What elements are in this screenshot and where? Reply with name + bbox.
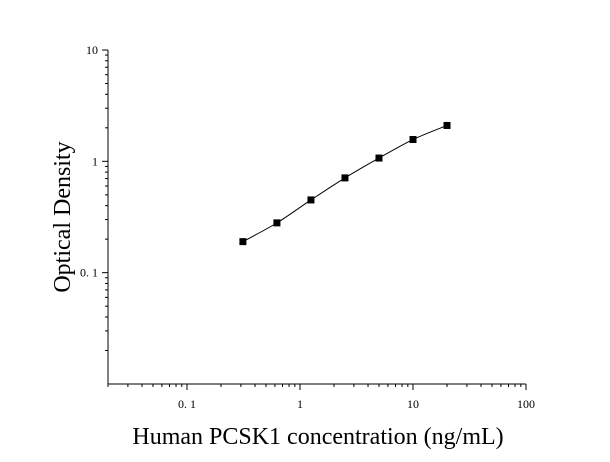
data-point-marker <box>307 196 315 204</box>
x-tick-label: 0. 1 <box>178 397 196 411</box>
y-axis-title: Optical Density <box>50 141 76 292</box>
data-point-marker <box>443 121 451 129</box>
data-point-marker <box>239 238 247 246</box>
y-tick-label: 10 <box>86 43 98 57</box>
y-tick-label: 0. 1 <box>80 266 98 280</box>
axis-ticks <box>102 49 527 390</box>
x-tick-label: 100 <box>517 397 535 411</box>
data-point-marker <box>273 219 281 227</box>
x-axis-title: Human PCSK1 concentration (ng/mL) <box>132 424 503 450</box>
x-tick-label: 10 <box>407 397 419 411</box>
data-point-marker <box>375 154 383 162</box>
data-points-layer <box>239 121 451 246</box>
data-point-marker <box>409 136 417 144</box>
axes <box>107 50 526 385</box>
data-point-marker <box>341 174 349 182</box>
axis-tick-labels: 0. 1 1 10 100 0. 1 1 10 <box>80 43 535 411</box>
y-tick-label: 1 <box>92 154 98 168</box>
x-tick-label: 1 <box>297 397 303 411</box>
